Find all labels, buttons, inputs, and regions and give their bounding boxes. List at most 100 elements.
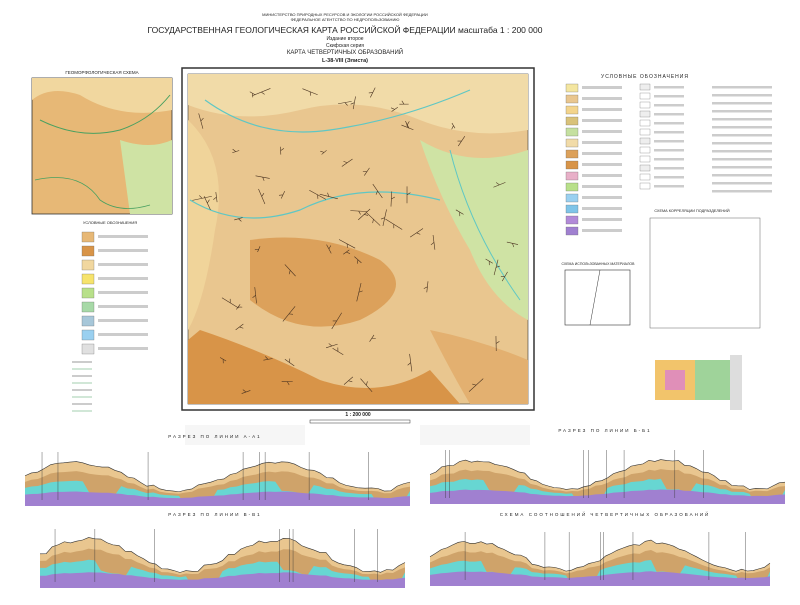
gully (278, 190, 286, 199)
inset-legend (72, 231, 148, 412)
gully (326, 244, 332, 254)
legend-swatch (639, 173, 651, 181)
legend-text-block (654, 167, 684, 170)
legend-title: УСЛОВНЫЕ ОБОЗНАЧЕНИЯ (601, 74, 689, 80)
legend-swatch (81, 343, 95, 355)
gully (343, 249, 351, 255)
legend-text-block (654, 149, 684, 152)
map-scale: 1 : 200 000 (345, 412, 371, 418)
legend-swatch (565, 149, 579, 159)
legend-text-block (98, 235, 148, 238)
edition: Издание второе (326, 36, 363, 42)
map-title: КАРТА ЧЕТВЕРТИЧНЫХ ОБРАЗОВАНИЙ (287, 48, 403, 56)
legend-text-block (98, 277, 148, 280)
legend-text-block (582, 86, 622, 89)
gully (405, 120, 410, 129)
legend-swatch (639, 92, 651, 100)
legend-text-block (582, 207, 622, 210)
legend-text-block (582, 130, 622, 133)
legend-swatch (639, 146, 651, 154)
section-title: РАЗРЕЗ ПО ЛИНИИ А-А1 (168, 434, 261, 439)
cross-sections (24, 450, 786, 588)
agency: ФЕДЕРАЛЬНОЕ АГЕНТСТВО ПО НЕДРОПОЛЬЗОВАНИ… (291, 17, 400, 22)
legend-swatch (565, 94, 579, 104)
legend-swatch (81, 245, 95, 257)
legend-swatch (565, 138, 579, 148)
section-surface (24, 461, 411, 493)
legend-text-block (712, 174, 772, 177)
legend-text-block (712, 182, 772, 185)
legend-text-block (654, 131, 684, 134)
gully (338, 101, 352, 106)
gully (213, 191, 218, 203)
legend-text-block (582, 185, 622, 188)
inset-legend-title: УСЛОВНЫЕ ОБОЗНАЧЕНИЯ (83, 220, 137, 225)
gully (407, 353, 413, 372)
legend-swatch (81, 301, 95, 313)
gully (362, 167, 370, 176)
legend-swatch (81, 329, 95, 341)
section-layer (430, 571, 770, 586)
gully (385, 218, 403, 230)
legend-text-block (98, 347, 148, 350)
gully (369, 334, 376, 342)
gully (368, 87, 376, 98)
legend-swatch (565, 127, 579, 137)
legend-swatch (81, 315, 95, 327)
gully (372, 183, 383, 199)
section-layer (25, 491, 410, 506)
legend-text-block (712, 134, 772, 137)
legend-text-block (582, 119, 622, 122)
legend-text-block (712, 118, 772, 121)
main-map (181, 67, 535, 411)
gully (390, 106, 398, 112)
sheet: L-38-VIII (Элиста) (322, 58, 368, 64)
legend-text-block (98, 263, 148, 266)
gully (235, 323, 244, 331)
legend-text-block (582, 152, 622, 155)
legend-text-block (654, 140, 684, 143)
legend-text-block (712, 158, 772, 161)
legend-swatch (639, 110, 651, 118)
legend-text-block (712, 110, 772, 113)
gully (343, 376, 354, 385)
legend-swatch (81, 259, 95, 271)
legend-text-block (654, 158, 684, 161)
legend-text-block (712, 150, 772, 153)
legend (565, 83, 772, 236)
section-surface (429, 539, 771, 572)
gully (331, 312, 342, 330)
gully (254, 246, 261, 253)
legend-swatch (565, 171, 579, 181)
gully (255, 175, 270, 181)
gully (390, 191, 395, 207)
gully (409, 228, 424, 238)
legend-swatch (565, 160, 579, 170)
gully (332, 347, 344, 356)
materials-title: СХЕМА ИСПОЛЬЗОВАННЫХ МАТЕРИАЛОВ (562, 262, 636, 266)
legend-text-block (712, 102, 772, 105)
gully (354, 256, 362, 264)
gully (358, 208, 371, 221)
materials-scheme (564, 269, 631, 326)
legend-text-block (582, 108, 622, 111)
section-surface (39, 537, 406, 573)
legend-text-block (654, 176, 684, 179)
legend-swatch (565, 116, 579, 126)
gully (495, 336, 500, 352)
legend-text-block (654, 104, 684, 107)
legend-swatch (81, 231, 95, 243)
gully (241, 389, 251, 394)
legend-text-block (582, 174, 622, 177)
gully (485, 258, 493, 266)
gully (284, 358, 295, 367)
legend-text-block (98, 333, 148, 336)
gully (282, 306, 296, 322)
legend-text-block (98, 305, 148, 308)
legend-swatch (565, 215, 579, 225)
gully (281, 380, 293, 386)
gully (309, 190, 327, 200)
scale-bar (309, 419, 411, 424)
legend-text-block (654, 122, 684, 125)
